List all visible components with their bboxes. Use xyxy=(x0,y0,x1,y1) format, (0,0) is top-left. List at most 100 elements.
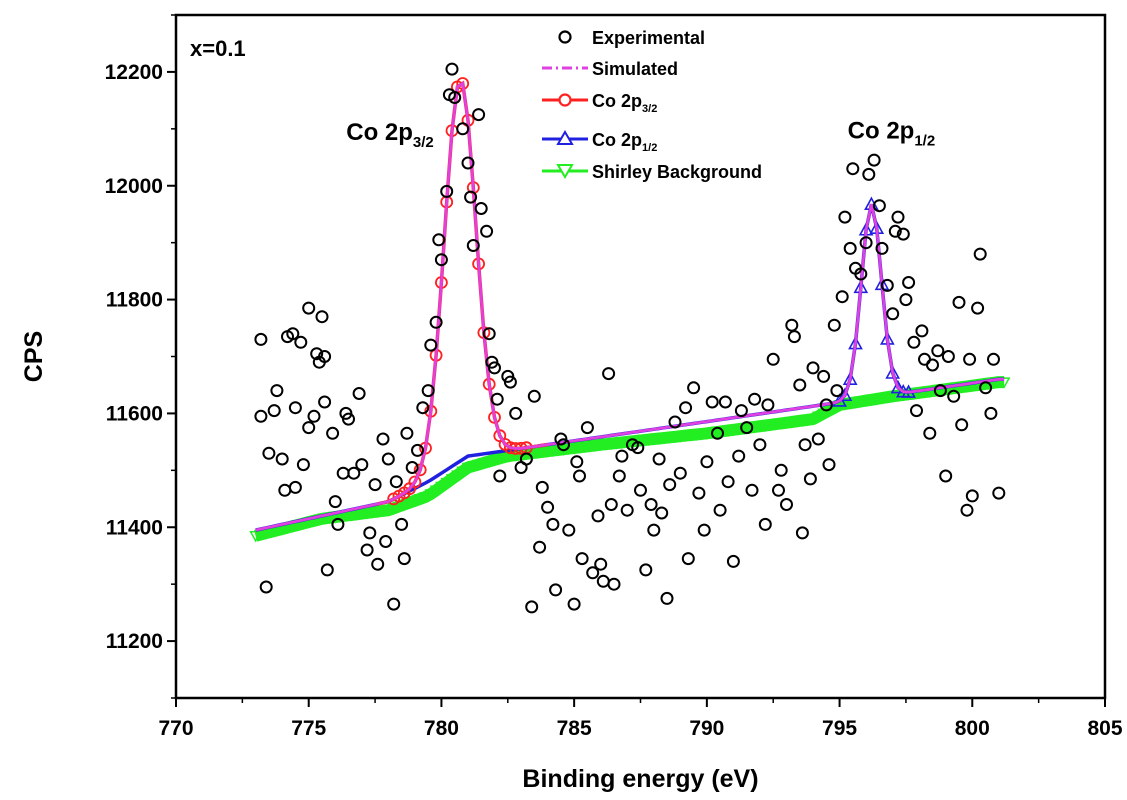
experimental-point xyxy=(288,480,302,494)
experimental-point xyxy=(963,352,977,366)
experimental-point xyxy=(379,535,393,548)
experimental-point xyxy=(490,392,504,406)
experimental-point xyxy=(368,478,382,492)
experimental-point xyxy=(278,483,292,497)
experimental-point xyxy=(480,224,494,238)
legend-label-main: Co 2p xyxy=(592,91,642,111)
legend-label: Shirley Background xyxy=(592,162,762,182)
experimental-point xyxy=(888,224,902,238)
legend-item-shirley-background: Shirley Background xyxy=(542,162,762,182)
legend-label-subscript: 1/2 xyxy=(642,142,657,154)
experimental-point xyxy=(753,438,767,452)
experimental-point xyxy=(899,293,913,307)
co-2p1-2-marker xyxy=(885,365,901,379)
experimental-point xyxy=(328,495,342,509)
experimental-point xyxy=(352,387,366,400)
experimental-point xyxy=(573,469,586,483)
experimental-point xyxy=(939,469,953,483)
shirley-background-marker xyxy=(413,494,427,506)
shirley-background-marker xyxy=(408,495,422,508)
shirley-background-marker xyxy=(997,377,1011,389)
experimental-point xyxy=(867,153,881,167)
experimental-point xyxy=(748,392,762,406)
experimental-point xyxy=(456,122,470,136)
shirley-background-marker xyxy=(397,499,411,512)
experimental-point xyxy=(761,398,775,412)
shirley-background-marker xyxy=(445,474,459,486)
shirley-background-marker xyxy=(451,470,464,482)
shirley-background-marker xyxy=(249,531,262,543)
experimental-point xyxy=(315,310,329,324)
experimental-point xyxy=(387,597,401,611)
legend-marker-triangle-down-icon xyxy=(556,164,574,179)
experimental-point xyxy=(681,552,695,566)
experimental-point xyxy=(979,381,993,395)
legend-label-subscript: 3/2 xyxy=(642,103,657,115)
experimental-point xyxy=(612,469,626,483)
experimental-point xyxy=(886,307,900,321)
experimental-point xyxy=(464,190,478,204)
experimental-point xyxy=(795,526,809,540)
experimental-point xyxy=(424,338,438,352)
experimental-point xyxy=(740,421,754,435)
legend-item-co-2p1-2: Co 2p1/2 xyxy=(542,130,657,154)
sample-annotation: x=0.1 xyxy=(190,36,246,61)
fit-curves-layer xyxy=(255,77,1005,532)
experimental-points-layer xyxy=(254,62,1006,614)
legend-label: Experimental xyxy=(592,28,705,48)
shirley-background-marker xyxy=(812,411,825,423)
experimental-point xyxy=(647,523,661,537)
experimental-point xyxy=(862,167,876,181)
shirley-background-marker xyxy=(382,505,395,517)
shirley-background-marker xyxy=(435,481,448,494)
experimental-point xyxy=(562,523,576,537)
experimental-point xyxy=(503,375,517,389)
experimental-point xyxy=(472,108,486,122)
y-tick-label: 11800 xyxy=(106,289,163,312)
experimental-point xyxy=(400,426,414,440)
legend-marker-circle-icon xyxy=(558,30,572,44)
experimental-point xyxy=(711,426,724,440)
experimental-point xyxy=(416,401,430,415)
y-tick-label: 11200 xyxy=(106,630,163,653)
experimental-point xyxy=(549,583,563,597)
experimental-point xyxy=(915,324,929,338)
experimental-point xyxy=(296,458,310,472)
experimental-point xyxy=(533,540,547,554)
experimental-point xyxy=(933,384,947,398)
experimental-point xyxy=(461,156,475,170)
experimental-point xyxy=(843,241,857,255)
peak-label-main: Co 2p xyxy=(848,118,915,145)
legend-item-co-2p3-2: Co 2p3/2 xyxy=(542,91,657,115)
peak-label-subscript: 3/2 xyxy=(413,134,434,151)
experimental-point xyxy=(697,523,711,537)
y-tick-label: 11400 xyxy=(106,516,163,539)
peak-label-co-2p1-2: Co 2p1/2 xyxy=(848,118,936,150)
shirley-background-marker xyxy=(482,456,496,468)
legend-label: Co 2p3/2 xyxy=(592,91,657,115)
experimental-point xyxy=(448,91,462,104)
experimental-point xyxy=(586,566,600,580)
shirley-background-marker xyxy=(424,489,438,501)
experimental-point xyxy=(803,472,817,486)
experimental-point xyxy=(798,438,812,452)
experimental-point xyxy=(971,301,985,315)
shirley-background-marker xyxy=(806,414,820,426)
x-axis-label: Binding energy (eV) xyxy=(522,765,758,793)
experimental-point xyxy=(984,406,998,420)
experimental-point xyxy=(342,412,355,426)
shirley-background-line xyxy=(254,376,1005,542)
experimental-point xyxy=(745,483,759,497)
shirley-background-marker xyxy=(498,452,512,464)
experimental-point xyxy=(607,577,621,591)
experimental-point xyxy=(604,498,618,511)
experimental-point xyxy=(973,247,987,261)
legend: Experimental Simulated Co 2p3/2 Co 2p1/2… xyxy=(542,28,762,182)
experimental-point xyxy=(474,202,488,215)
y-tick-label: 12200 xyxy=(105,61,163,84)
shirley-background-marker xyxy=(429,485,443,497)
experimental-point xyxy=(827,318,841,332)
experimental-point xyxy=(902,276,916,289)
experimental-point xyxy=(705,395,719,409)
legend-marker-circle-icon xyxy=(558,93,572,107)
